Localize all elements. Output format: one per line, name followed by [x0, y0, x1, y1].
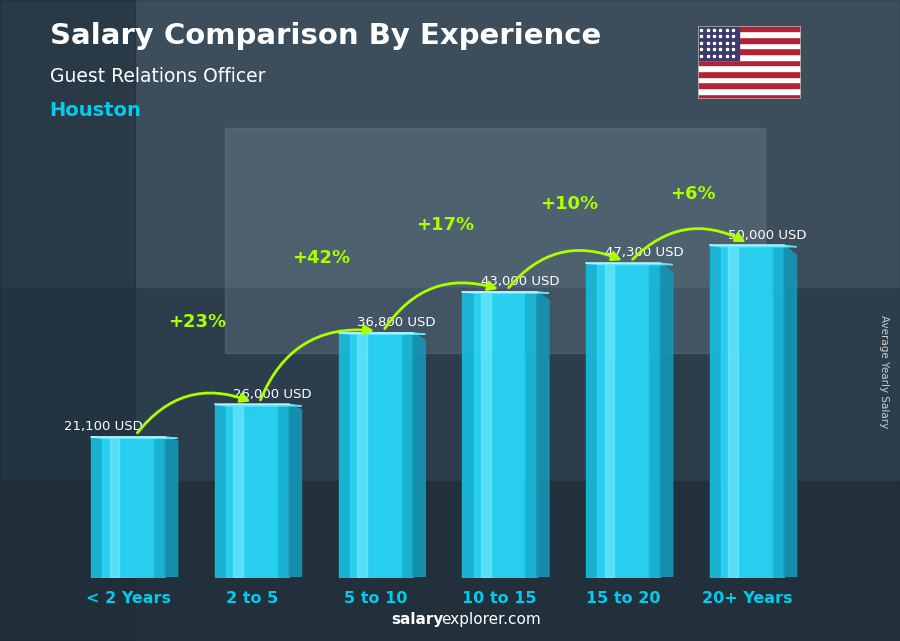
Bar	[698, 60, 801, 65]
Bar	[698, 37, 801, 43]
Text: +6%: +6%	[670, 185, 716, 203]
Text: 50,000 USD: 50,000 USD	[728, 228, 807, 242]
Bar	[0, 288, 900, 481]
Bar	[698, 26, 739, 60]
Text: +10%: +10%	[540, 196, 598, 213]
Polygon shape	[463, 292, 549, 293]
Bar	[698, 26, 801, 31]
Polygon shape	[710, 246, 796, 247]
Bar	[225, 128, 765, 353]
Text: salary: salary	[392, 612, 444, 627]
Bar	[698, 94, 801, 99]
Bar	[698, 31, 801, 37]
Polygon shape	[91, 437, 178, 438]
Bar	[0, 0, 135, 641]
Polygon shape	[586, 263, 672, 265]
Bar	[698, 48, 801, 54]
Bar	[698, 71, 801, 77]
Polygon shape	[166, 437, 178, 577]
Bar	[698, 77, 801, 82]
Text: Average Yearly Salary: Average Yearly Salary	[878, 315, 889, 428]
Text: 43,000 USD: 43,000 USD	[481, 275, 560, 288]
Text: Houston: Houston	[50, 101, 141, 120]
Polygon shape	[338, 333, 425, 334]
Text: 36,800 USD: 36,800 USD	[357, 316, 436, 329]
Bar	[698, 54, 801, 60]
Polygon shape	[289, 404, 302, 577]
Text: +42%: +42%	[292, 249, 350, 267]
Text: Guest Relations Officer: Guest Relations Officer	[50, 67, 265, 87]
Text: explorer.com: explorer.com	[441, 612, 541, 627]
Text: +23%: +23%	[168, 313, 227, 331]
Text: Salary Comparison By Experience: Salary Comparison By Experience	[50, 22, 601, 51]
Bar	[698, 43, 801, 48]
Polygon shape	[784, 246, 796, 577]
Text: 21,100 USD: 21,100 USD	[64, 420, 142, 433]
Polygon shape	[215, 404, 302, 406]
Polygon shape	[536, 292, 549, 577]
Bar	[698, 82, 801, 88]
Bar	[0, 481, 900, 641]
Text: 26,000 USD: 26,000 USD	[233, 388, 312, 401]
Bar	[698, 65, 801, 71]
Text: +17%: +17%	[416, 216, 474, 234]
Polygon shape	[661, 263, 672, 577]
Bar	[0, 0, 900, 288]
Text: 47,300 USD: 47,300 USD	[605, 246, 683, 260]
Bar	[698, 88, 801, 94]
Polygon shape	[413, 333, 425, 577]
